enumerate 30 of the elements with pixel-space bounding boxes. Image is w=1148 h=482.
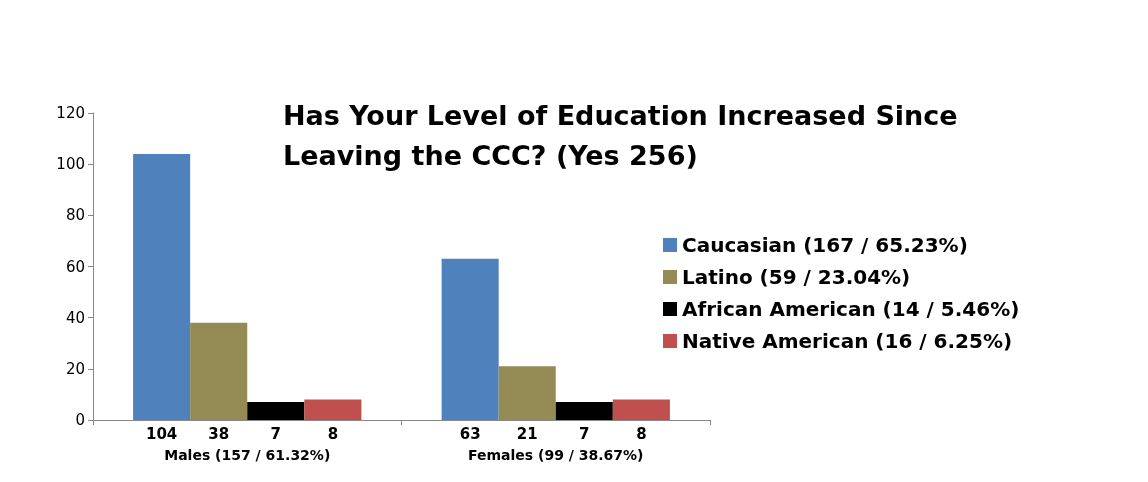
legend-label: Latino (59 / 23.04%) — [682, 265, 911, 289]
data-label: 7 — [579, 424, 590, 443]
data-label: 104 — [145, 424, 178, 443]
y-tick-label: 40 — [65, 308, 85, 327]
data-label: 7 — [270, 424, 282, 443]
legend-label: Native American (16 / 6.25%) — [682, 329, 1013, 353]
x-tick-label: Females (99 / 38.67%) — [468, 447, 644, 463]
x-tick-label: Males (157 / 61.32%) — [164, 447, 331, 463]
bar — [247, 402, 305, 420]
chart-title: Has Your Level of Education Increased Since Leaving the CCC? (Yes 256) — [283, 99, 968, 171]
data-label: 8 — [636, 424, 647, 443]
bar — [612, 399, 670, 420]
legend-label: African American (14 / 5.46%) — [682, 297, 1020, 321]
bar — [190, 322, 248, 420]
y-tick-label: 100 — [56, 155, 85, 174]
y-tick-label: 60 — [65, 257, 85, 276]
bar — [441, 258, 499, 420]
data-label: 8 — [327, 424, 339, 443]
bar — [133, 153, 191, 420]
data-label: 63 — [459, 424, 481, 443]
y-tick-label: 120 — [56, 104, 85, 122]
bar — [498, 366, 556, 420]
y-tick-label: 80 — [65, 206, 85, 225]
bar — [555, 402, 613, 420]
legend-label: Caucasian (167 / 65.23%) — [682, 233, 968, 257]
bar — [304, 399, 362, 420]
y-tick-label: 0 — [75, 411, 85, 429]
y-tick-label: 20 — [65, 359, 85, 378]
data-label: 21 — [516, 424, 538, 443]
data-label: 38 — [208, 424, 230, 443]
